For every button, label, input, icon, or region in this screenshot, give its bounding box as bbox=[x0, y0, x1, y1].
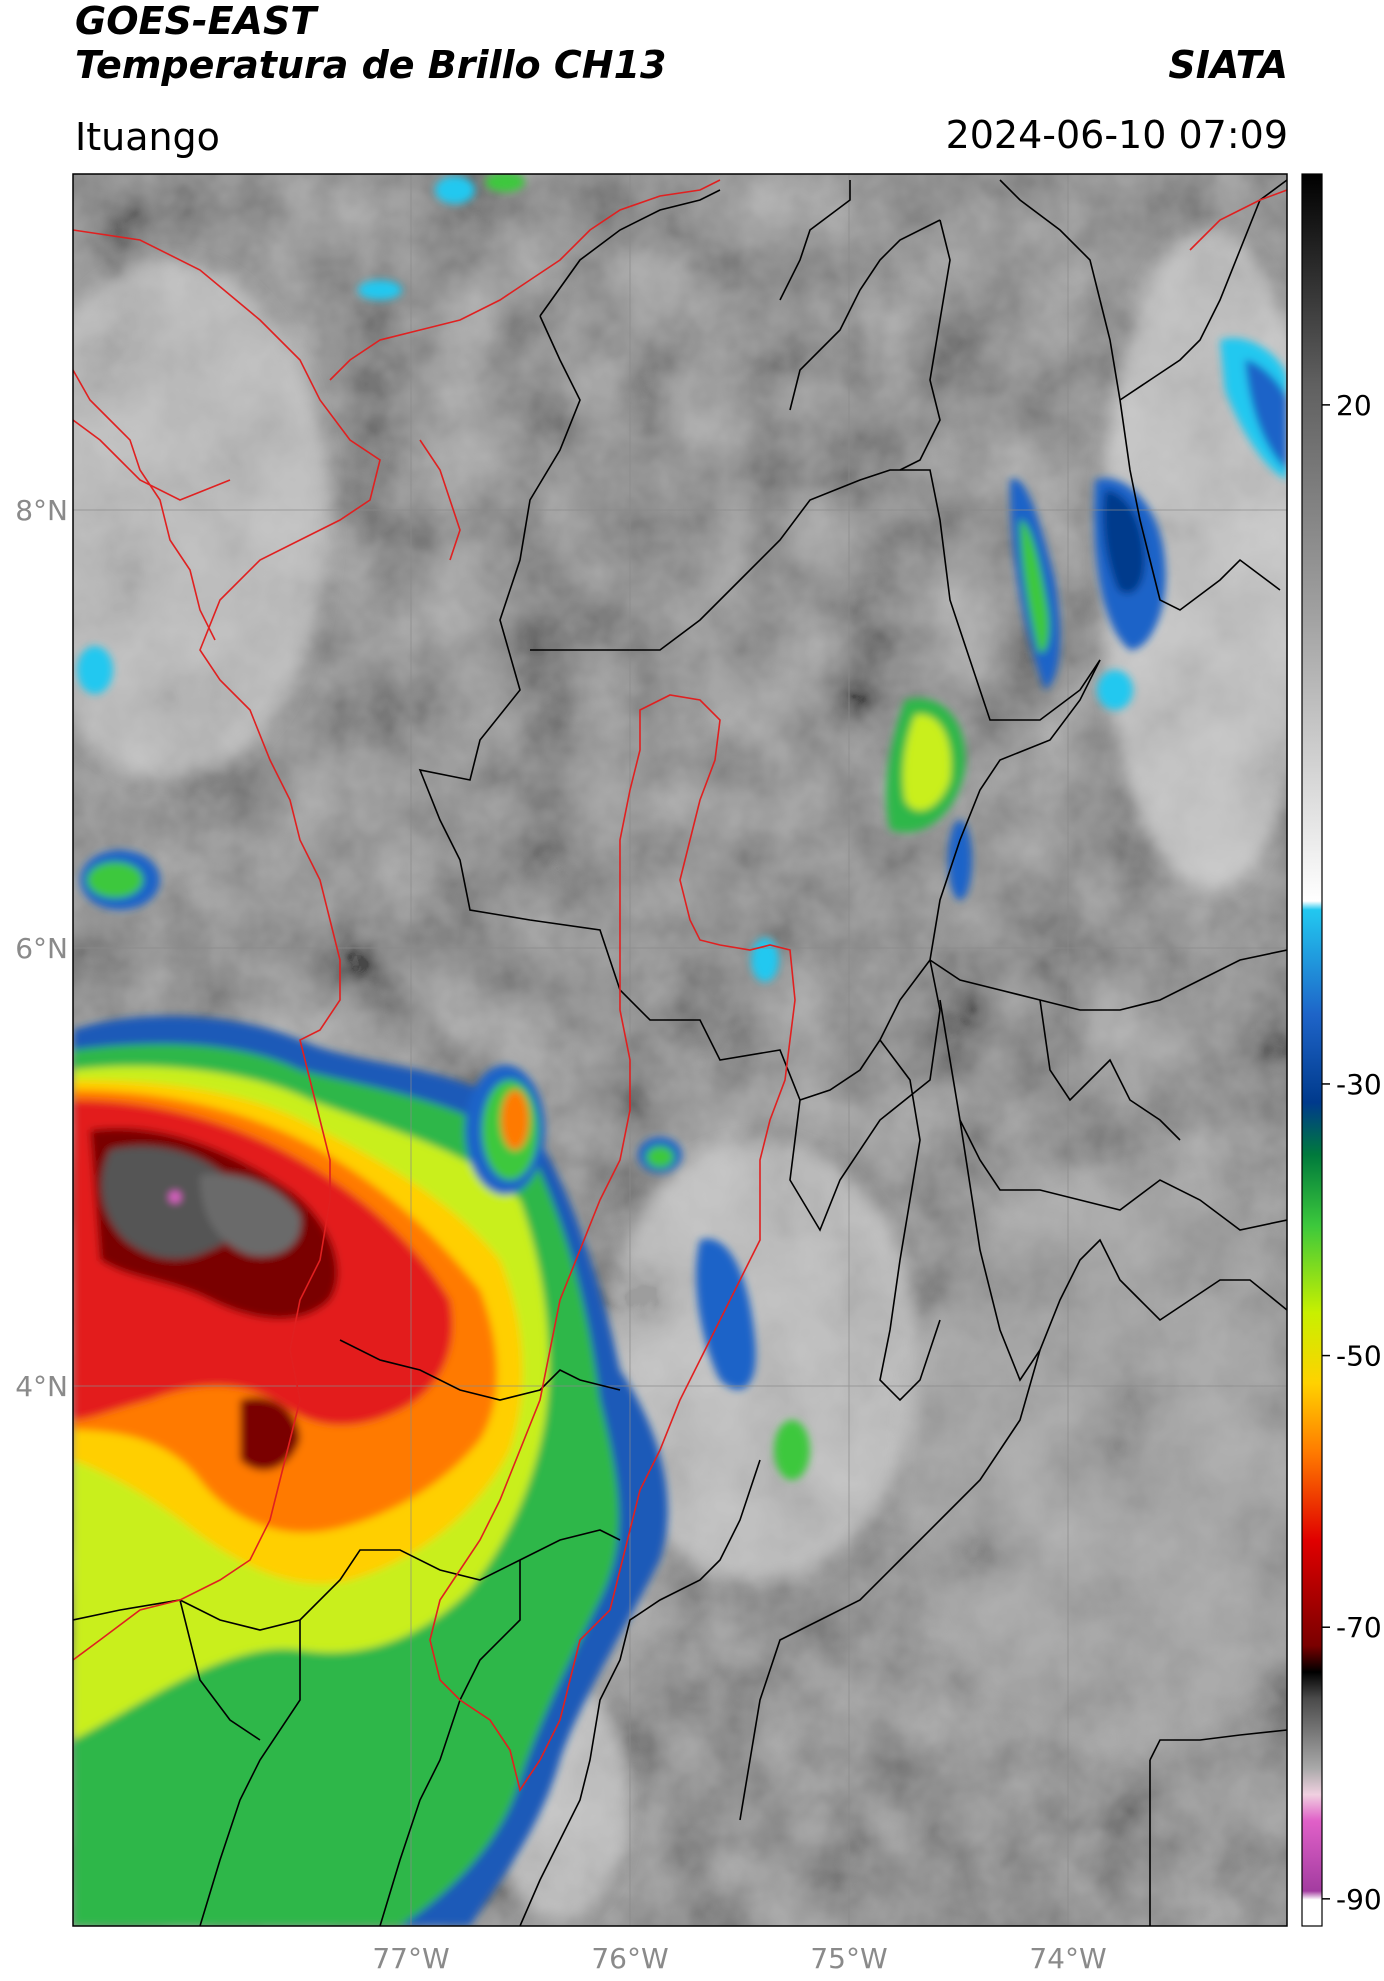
lon-tick-label: 75°W bbox=[810, 1942, 887, 1975]
colorbar-tick-label: -90 bbox=[1336, 1883, 1382, 1916]
colorbar-scale bbox=[1302, 174, 1322, 1926]
lat-tick-label: 4°N bbox=[15, 1370, 68, 1403]
lat-tick-label: 8°N bbox=[15, 494, 68, 527]
lon-tick-label: 74°W bbox=[1029, 1942, 1106, 1975]
colorbar-tick-label: 20 bbox=[1336, 389, 1372, 422]
colorbar-tick-label: -50 bbox=[1336, 1340, 1382, 1373]
satellite-title: GOES-EAST bbox=[75, 0, 317, 43]
colorbar: 20 -30 -50 -70 -90 bbox=[1301, 173, 1382, 1927]
colorbar-frame bbox=[1301, 173, 1323, 1927]
map-frame bbox=[72, 173, 1288, 1927]
datetime-label: 2024-06-10 07:09 bbox=[945, 113, 1288, 157]
satellite-image bbox=[73, 174, 1287, 1926]
department-borders bbox=[73, 179, 1287, 1926]
axis-labels: 77°W 76°W 75°W 74°W 8°N 6°N 4°N bbox=[15, 494, 1106, 1975]
location-label: Ituango bbox=[75, 115, 220, 159]
country-borders bbox=[73, 179, 1287, 1792]
colorbar-tick-label: -30 bbox=[1336, 1068, 1382, 1101]
organization-label: SIATA bbox=[1168, 43, 1288, 87]
product-title: Temperatura de Brillo CH13 bbox=[75, 43, 667, 87]
graticule bbox=[73, 174, 1287, 1926]
lon-tick-label: 76°W bbox=[591, 1942, 668, 1975]
lon-tick-label: 77°W bbox=[372, 1942, 449, 1975]
colorbar-tick-label: -70 bbox=[1336, 1611, 1382, 1644]
lat-tick-label: 6°N bbox=[15, 932, 68, 965]
